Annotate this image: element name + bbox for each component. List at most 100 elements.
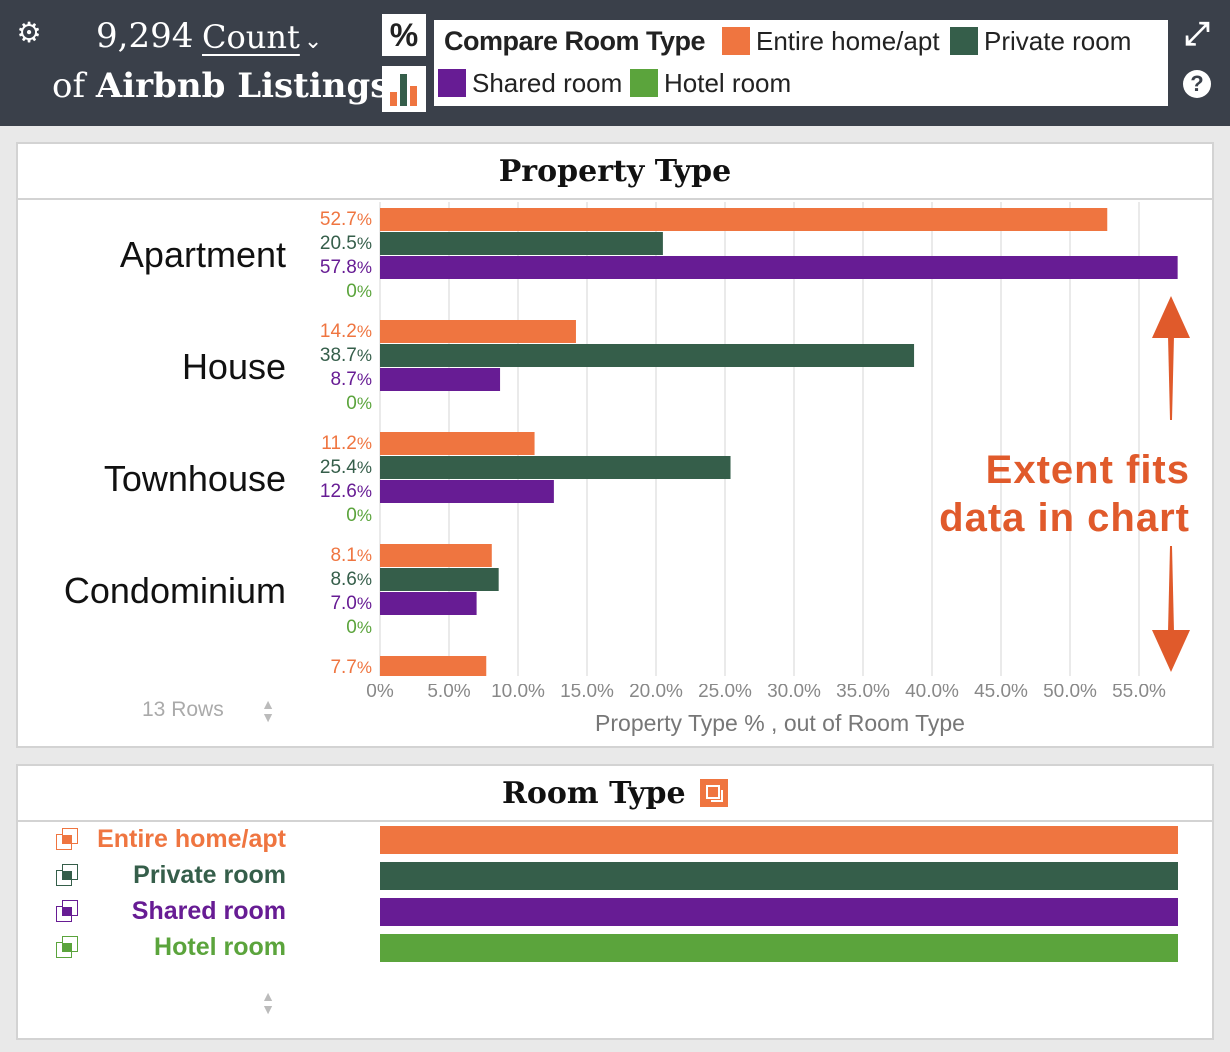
legend-label: Hotel room (664, 68, 792, 98)
data-label-value: 8.7 (330, 369, 357, 390)
measure-dropdown[interactable]: Count ⌄ (202, 18, 322, 56)
annotation-line-2: data in chart (939, 496, 1190, 540)
data-label: 12.6% (296, 481, 372, 503)
property-type-panel (16, 142, 1214, 748)
data-label: 57.8% (296, 257, 372, 279)
data-label-value: 20.5 (319, 233, 357, 254)
data-label-unit: % (356, 210, 372, 229)
compare-legend: Compare Room Type Entire home/apt Privat… (434, 20, 1168, 106)
bar-chart-icon-bar-3 (410, 86, 417, 106)
data-label: 0% (296, 617, 372, 639)
room-type-bar[interactable] (380, 934, 1178, 962)
data-label: 0% (296, 393, 372, 415)
legend-item-private-room[interactable]: Private room (950, 26, 1131, 57)
data-label-value: 7.0 (330, 593, 357, 614)
data-label-value: 8.1 (330, 545, 357, 566)
x-axis-title: Property Type % , out of Room Type (595, 710, 965, 736)
room-type-label[interactable]: Entire home/apt (97, 825, 286, 853)
data-label: 52.7% (296, 209, 372, 231)
data-label-unit: % (356, 434, 372, 453)
bar-chart-icon-bar-1 (390, 92, 397, 106)
data-label: 20.5% (296, 233, 372, 255)
percent-toggle-button[interactable]: % (382, 14, 426, 56)
legend-label: Entire home/apt (756, 26, 940, 56)
data-label-unit: % (356, 346, 372, 365)
data-label-unit: % (356, 322, 372, 341)
dataset-name: Airbnb Listings (95, 66, 390, 106)
sort-icon[interactable]: ▲ ▼ (261, 988, 275, 1017)
property-type-title: Property Type (498, 154, 732, 189)
room-type-bar[interactable] (380, 826, 1178, 854)
data-label-unit: % (356, 618, 372, 637)
data-label-value: 0 (346, 393, 357, 414)
data-label: 14.2% (296, 321, 372, 343)
room-type-title-row: Room Type (16, 776, 1214, 811)
help-icon[interactable]: ? (1183, 70, 1211, 98)
legend-label: Private room (984, 26, 1132, 56)
data-label-unit: % (356, 594, 372, 613)
data-label-value: 0 (346, 281, 357, 302)
legend-item-shared-room[interactable]: Shared room (438, 68, 622, 99)
bar-chart-toggle-button[interactable] (382, 66, 426, 112)
compare-toggle-icon-outer (711, 790, 724, 802)
compare-checkbox-icon[interactable] (56, 900, 80, 924)
data-label-unit: % (356, 234, 372, 253)
category-label: Townhouse (103, 458, 286, 499)
expand-icon[interactable]: ⤢ (1184, 15, 1210, 51)
data-label-unit: % (356, 370, 372, 389)
data-label-value: 12.6 (319, 481, 357, 502)
bar-chart-icon-bar-2 (400, 74, 407, 106)
data-label: 38.7% (296, 345, 372, 367)
room-type-label[interactable]: Shared room (131, 897, 286, 925)
of-word: of (52, 66, 86, 106)
compare-legend-title: Compare Room Type (444, 26, 706, 56)
legend-swatch (722, 27, 750, 55)
room-type-bar[interactable] (380, 862, 1178, 890)
data-label-value: 0 (346, 617, 357, 638)
data-label: 8.1% (296, 545, 372, 567)
compare-checkbox-icon[interactable] (56, 864, 80, 888)
data-label-value: 57.8 (319, 257, 357, 278)
annotation-text: Extent fits data in chart (920, 446, 1190, 542)
dataset-title: of Airbnb Listings (52, 66, 389, 106)
room-type-bar[interactable] (380, 898, 1178, 926)
legend-item-entire-home[interactable]: Entire home/apt (722, 26, 940, 57)
data-label-unit: % (356, 658, 372, 677)
data-label-value: 38.7 (319, 345, 357, 366)
data-label-unit: % (356, 482, 372, 501)
room-type-label[interactable]: Private room (133, 861, 286, 889)
gear-icon[interactable]: ⚙ (16, 17, 42, 48)
row-count-label: 13 Rows (142, 698, 224, 721)
legend-label: Shared room (472, 68, 623, 98)
room-type-label[interactable]: Hotel room (154, 933, 286, 961)
data-label-value: 14.2 (319, 321, 357, 342)
category-label: House (181, 346, 286, 387)
data-label-unit: % (356, 282, 372, 301)
data-label: 0% (296, 505, 372, 527)
sort-icon[interactable]: ▲ ▼ (261, 696, 275, 725)
clip-mask (290, 676, 1190, 684)
compare-checkbox-icon[interactable] (56, 936, 80, 960)
data-label: 8.7% (296, 369, 372, 391)
data-label-unit: % (356, 570, 372, 589)
chevron-down-icon: ⌄ (303, 29, 323, 54)
title-divider (18, 820, 1212, 822)
annotation-line-1: Extent fits (985, 448, 1190, 492)
data-label-unit: % (356, 394, 372, 413)
compare-toggle-icon[interactable] (700, 779, 729, 807)
data-label-unit: % (356, 458, 372, 477)
data-label: 8.6% (296, 569, 372, 591)
count-value: 9,294 (96, 16, 194, 56)
data-label: 0% (296, 281, 372, 303)
data-label: 25.4% (296, 457, 372, 479)
compare-checkbox-icon[interactable] (56, 828, 80, 852)
data-label-value: 11.2 (321, 433, 357, 454)
data-label: 7.0% (296, 593, 372, 615)
category-label: Condominium (63, 570, 286, 611)
data-label-value: 7.7 (330, 657, 357, 678)
measure-dropdown-label: Count (202, 18, 300, 56)
data-label-value: 25.4 (319, 457, 357, 478)
legend-item-hotel-room[interactable]: Hotel room (630, 68, 791, 99)
category-label: Apartment (119, 234, 286, 275)
data-label: 7.7% (296, 657, 372, 679)
